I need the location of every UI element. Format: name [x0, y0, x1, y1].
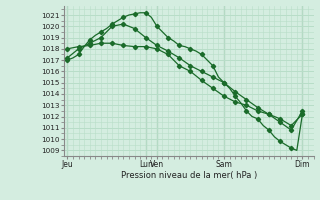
X-axis label: Pression niveau de la mer( hPa ): Pression niveau de la mer( hPa ): [121, 171, 257, 180]
